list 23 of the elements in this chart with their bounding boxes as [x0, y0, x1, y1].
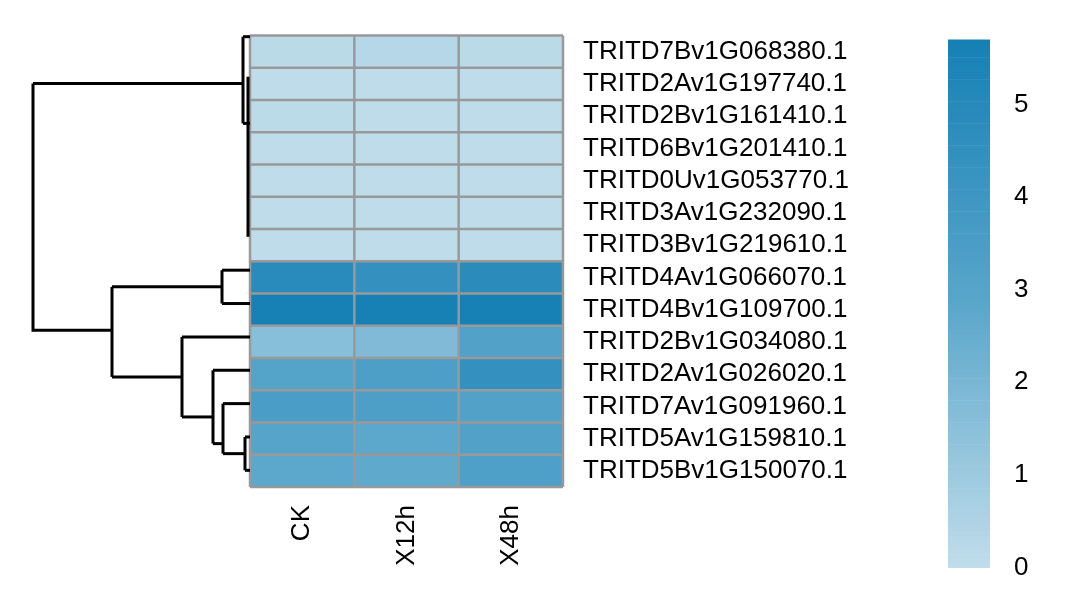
y-tick-label: TRITD7Av1G091960.1 [583, 389, 847, 420]
x-tick-label: X48h [494, 505, 525, 566]
y-tick-label: TRITD3Av1G232090.1 [583, 196, 847, 227]
y-tick-label: TRITD6Bv1G201410.1 [583, 131, 848, 162]
y-tick-label: TRITD4Av1G066070.1 [583, 260, 847, 291]
y-tick-label: TRITD2Bv1G034080.1 [583, 325, 848, 356]
color-bar-label: 3 [1014, 272, 1029, 303]
color-bar-label: 5 [1014, 87, 1029, 118]
y-tick-label: TRITD5Av1G159810.1 [583, 421, 847, 452]
x-tick-label: X12h [389, 505, 420, 566]
y-tick-label: TRITD4Bv1G109700.1 [583, 292, 848, 323]
y-tick-label: TRITD7Bv1G068380.1 [583, 34, 848, 65]
color-bar-label: 2 [1014, 365, 1029, 396]
x-tick-label: CK [285, 504, 316, 542]
y-tick-label: TRITD5Bv1G150070.1 [583, 454, 848, 485]
y-tick-label: TRITD2Av1G197740.1 [583, 67, 847, 98]
color-bar-label: 1 [1014, 457, 1029, 488]
y-tick-label: TRITD0Uv1G053770.1 [583, 163, 849, 194]
color-bar-label: 4 [1014, 180, 1029, 211]
color-bar-label: 0 [1014, 550, 1029, 581]
y-tick-label: TRITD2Bv1G161410.1 [583, 99, 848, 130]
y-tick-label: TRITD2Av1G026020.1 [583, 357, 847, 388]
y-tick-label: TRITD3Bv1G219610.1 [583, 228, 848, 259]
